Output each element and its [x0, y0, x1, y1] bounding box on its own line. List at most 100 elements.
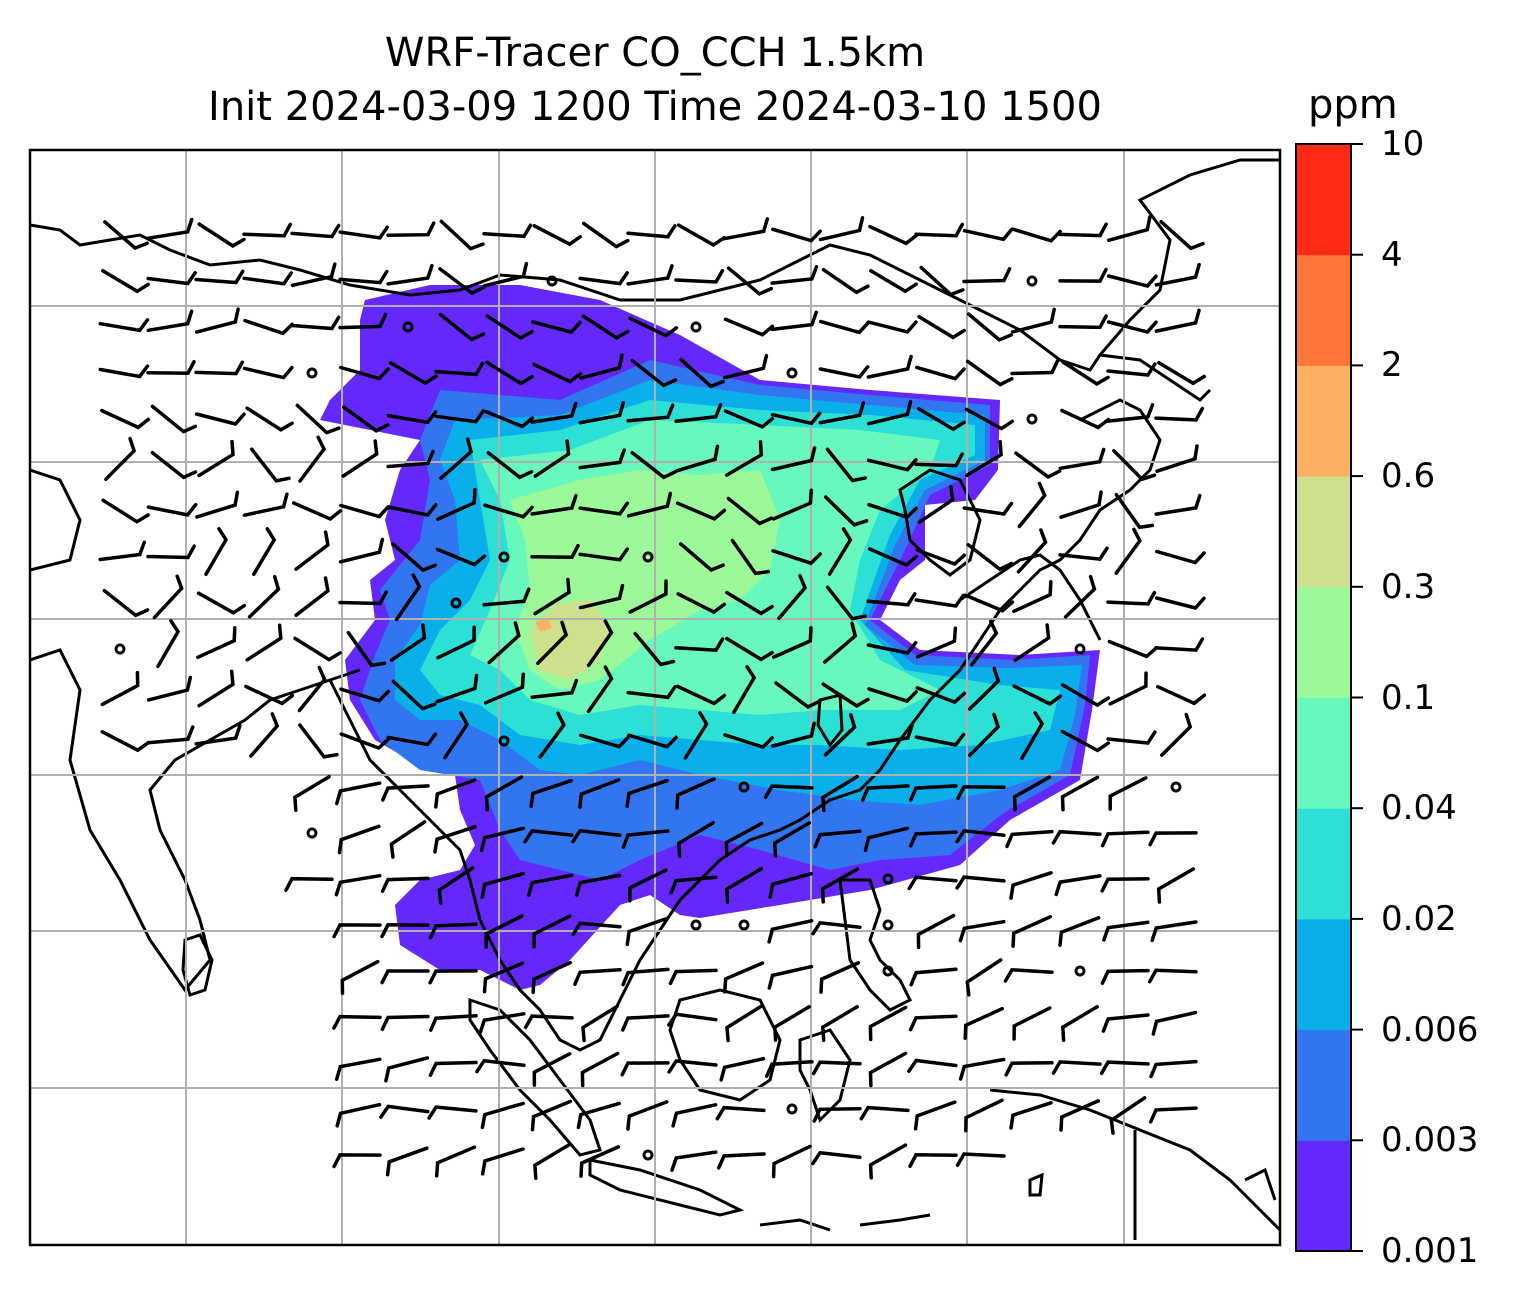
wind-barb	[867, 502, 918, 520]
calm-wind-marker	[1074, 643, 1086, 655]
calm-wind-marker	[642, 551, 654, 563]
wind-barb	[1051, 1060, 1102, 1075]
wind-barb	[1154, 262, 1201, 287]
wind-barb	[1106, 730, 1157, 745]
wind-barb	[389, 820, 427, 859]
wind-barb	[478, 1012, 526, 1035]
wind-barb	[915, 548, 967, 567]
wind-barb	[626, 491, 673, 518]
wind-barb	[146, 309, 194, 333]
wind-barb	[825, 585, 867, 621]
wind-barb	[1011, 915, 1053, 948]
wind-barb	[674, 637, 725, 653]
wind-barb	[480, 1147, 525, 1176]
wind-barb	[1150, 920, 1198, 943]
wind-barb	[428, 1060, 478, 1078]
wind-barb	[486, 450, 534, 480]
wind-barb	[620, 1061, 670, 1077]
wind-barb	[530, 401, 578, 424]
wind-barb	[146, 675, 193, 702]
wind-barb	[338, 269, 389, 285]
wind-barb	[908, 830, 958, 848]
wind-barb	[100, 730, 151, 753]
colorbar-tick-label: 10	[1381, 124, 1425, 164]
wind-barb	[813, 829, 862, 849]
wind-barb	[772, 821, 812, 858]
calm-wind-marker	[402, 321, 414, 333]
wind-barb	[724, 821, 764, 858]
wind-barb	[1154, 493, 1202, 516]
wind-barb	[676, 684, 727, 706]
wind-barb	[484, 775, 524, 812]
wind-barb	[726, 266, 774, 296]
wind-barb	[380, 969, 430, 985]
wind-barb	[252, 527, 277, 576]
wind-barb	[146, 359, 196, 375]
wind-barb	[536, 620, 569, 665]
wind-barb	[538, 711, 566, 759]
colorbar-segment	[1296, 1029, 1351, 1141]
calm-wind-marker	[690, 321, 702, 333]
wind-barb	[777, 574, 808, 620]
wind-barb	[150, 450, 198, 480]
wind-barb	[863, 826, 910, 853]
wind-barb	[485, 360, 534, 386]
wind-barb	[1063, 574, 1097, 619]
wind-barb	[295, 403, 341, 435]
wind-barb	[1005, 829, 1054, 849]
wind-barb	[290, 315, 341, 331]
wind-barb	[866, 723, 914, 746]
wind-barb	[821, 267, 870, 295]
wind-barb	[332, 1014, 382, 1030]
wind-barb	[869, 269, 918, 294]
wind-barb	[338, 537, 385, 564]
wind-barb	[1016, 528, 1048, 574]
calm-wind-marker	[690, 919, 702, 931]
colorbar-tick-label: 0.6	[1381, 456, 1436, 497]
wind-barb	[428, 922, 478, 940]
wind-barb	[724, 867, 763, 904]
wind-barb	[386, 221, 436, 238]
wind-barb	[1160, 712, 1193, 757]
wind-barb	[716, 1152, 766, 1170]
wind-barb	[1058, 916, 1101, 947]
wind-barb	[1106, 320, 1158, 334]
wind-barb	[379, 1104, 430, 1119]
wind-barb	[1054, 874, 1102, 897]
wind-barb	[435, 547, 487, 567]
wind-barb	[630, 450, 678, 480]
wind-barb	[335, 1102, 382, 1128]
wind-barb	[1009, 1101, 1053, 1130]
wind-barb	[523, 829, 574, 844]
coastline-taiwan	[816, 693, 844, 748]
wind-barb	[913, 1100, 957, 1131]
wind-barb	[146, 271, 197, 286]
wind-barb	[1060, 1005, 1099, 1042]
coastline-lesser-islands	[759, 1167, 1277, 1232]
colorbar-segment	[1296, 476, 1351, 588]
wind-barbs	[98, 215, 1207, 1181]
wind-barb	[1012, 684, 1063, 706]
wind-barb	[586, 619, 614, 668]
wind-barb	[574, 873, 622, 897]
wind-barb	[667, 1059, 718, 1074]
wind-barb	[1100, 830, 1150, 848]
wind-barb	[818, 216, 865, 242]
wind-barb	[956, 785, 1006, 801]
wind-barb	[958, 1057, 1006, 1081]
wind-barb	[298, 723, 339, 759]
wind-barb	[771, 549, 822, 566]
wind-barb	[676, 592, 727, 615]
wind-barb	[578, 583, 625, 610]
wind-barb	[621, 829, 670, 849]
wind-barb	[675, 501, 727, 521]
wind-barb	[827, 527, 853, 576]
wind-barb	[245, 406, 294, 432]
wind-barb	[342, 405, 390, 433]
wind-barb	[103, 220, 149, 251]
calm-wind-marker	[114, 643, 126, 655]
wind-barb	[621, 967, 670, 987]
wind-barb	[530, 1099, 573, 1132]
wind-barb	[439, 437, 473, 480]
wind-barb	[1010, 359, 1060, 376]
